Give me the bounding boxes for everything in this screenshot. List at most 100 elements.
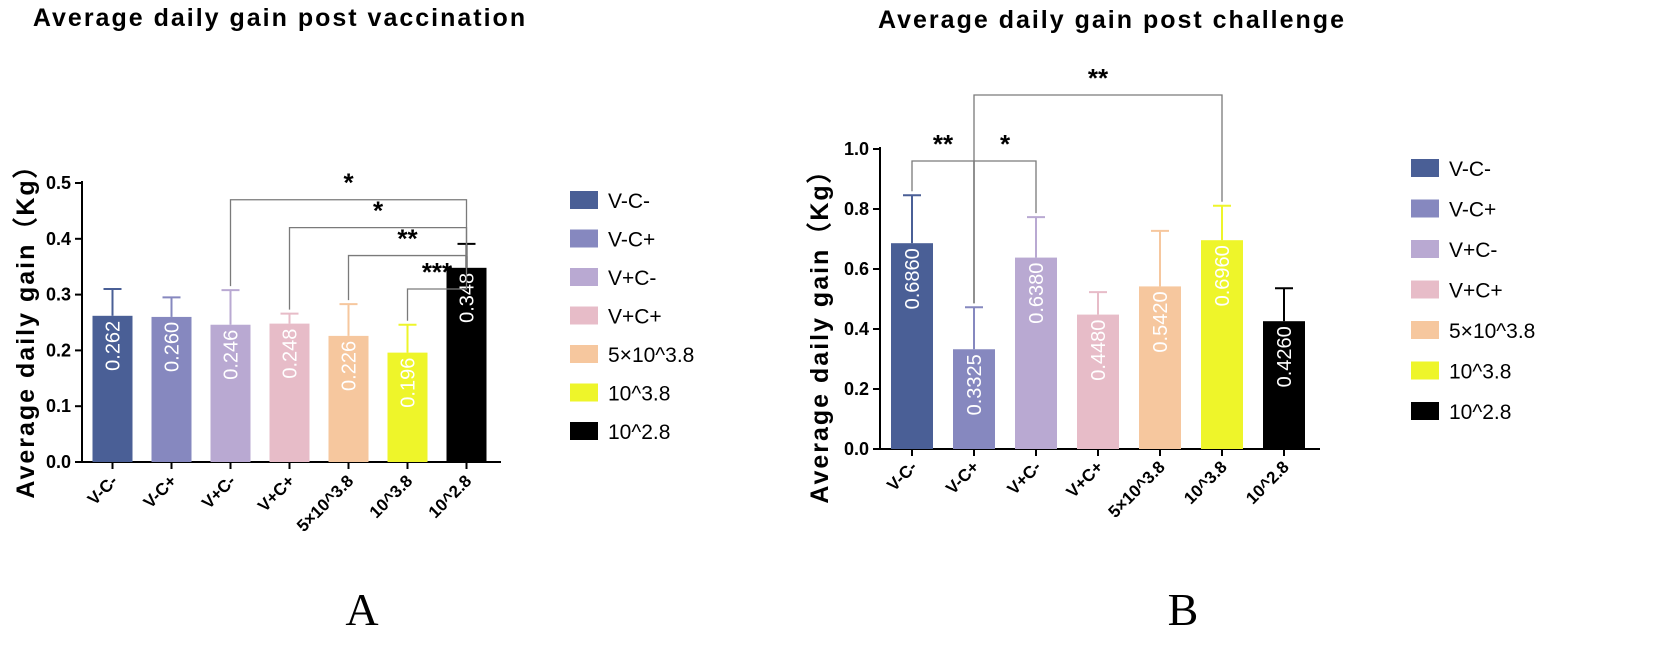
panel-b-significance-bracket: [973, 160, 1037, 304]
panel-a-legend-label-v-c: V-C-: [608, 190, 650, 213]
panel-b-category-label-5-10-3-8: 5×10^3.8: [1105, 457, 1169, 521]
panel-a-category-label-v-c: V-C-: [84, 471, 121, 508]
panel-b-category-label-v-c: V-C-: [883, 457, 920, 494]
panel-a-value-label-10-3-8: 0.196: [398, 358, 420, 408]
panel-a-significance-label: *: [343, 168, 354, 198]
panel-a-letter: A: [345, 584, 378, 635]
panel-b-y-tick-label: 0.0: [844, 439, 869, 459]
panel-b-legend-label-10-3-8: 10^3.8: [1449, 361, 1511, 384]
panel-a-legend-swatch-10-3-8: [570, 383, 598, 402]
panel-a-significance-bracket: [406, 239, 468, 321]
panel-a-value-label-10-2-8: 0.348: [457, 273, 479, 323]
panel-b-legend-swatch-10-2-8: [1411, 402, 1439, 420]
panel-a-title: Average daily gain post vaccination: [33, 4, 527, 32]
panel-a-y-tick-label: 0.3: [46, 285, 71, 305]
panel-b-y-tick-label: 0.6: [844, 259, 869, 279]
panel-a-category-label-v-c: V+C+: [254, 471, 298, 515]
panel-a-legend-label-v-c: V+C+: [608, 306, 662, 329]
panel-a-legend-swatch-v-c: [570, 268, 598, 286]
panel-b-y-tick-label: 1.0: [844, 139, 869, 159]
panel-b-value-label-v-c: 0.6860: [902, 248, 924, 309]
panel-a-category-label-10-3-8: 10^3.8: [366, 471, 417, 522]
panel-a-legend-label-5-10-3-8: 5×10^3.8: [608, 344, 694, 367]
panel-b-bar-v-c: [1077, 314, 1119, 449]
panel-a-bar-10-3-8: [387, 352, 428, 462]
panel-b-bar-v-c: [1015, 257, 1057, 449]
panel-b-bar-10-3-8: [1201, 240, 1243, 449]
panel-a-legend-label-10-3-8: 10^3.8: [608, 383, 670, 406]
panel-b-value-label-5-10-3-8: 0.5420: [1150, 291, 1172, 352]
panel-a-y-tick-label: 0.0: [46, 452, 71, 472]
panel-b-bar-5-10-3-8: [1139, 286, 1181, 449]
panel-a-legend-label-v-c: V+C-: [608, 267, 656, 290]
panel-a-y-tick-label: 0.4: [46, 229, 71, 249]
panel-a-value-label-v-c: 0.248: [280, 329, 302, 379]
panel-b-chart: Average daily gain post challenge Average…: [805, 6, 1535, 635]
panel-b-legend-swatch-v-c: [1411, 159, 1439, 177]
panel-b-y-tick-label: 0.2: [844, 379, 869, 399]
panel-a-legend-swatch-v-c: [570, 306, 598, 325]
panel-b-category-label-10-3-8: 10^3.8: [1180, 457, 1231, 508]
panel-b-letter: B: [1168, 584, 1199, 635]
panel-b-legend-swatch-v-c: [1411, 199, 1439, 218]
panel-b-bar-v-c: [891, 243, 933, 449]
panel-b-value-label-10-2-8: 0.4260: [1274, 326, 1296, 387]
panel-a-significance-label: *: [373, 196, 384, 226]
panel-b-legend-label-5-10-3-8: 5×10^3.8: [1449, 320, 1535, 343]
panel-b-bar-v-c: [953, 349, 995, 449]
panel-a-legend-swatch-v-c: [570, 229, 598, 248]
panel-b-value-label-v-c: 0.6380: [1026, 263, 1048, 324]
panel-a-y-tick-label: 0.5: [46, 173, 71, 193]
panel-a-y-tick-label: 0.1: [46, 396, 71, 416]
panel-a-chart: Average daily gain post vaccination Avera…: [11, 4, 694, 635]
panel-a-value-label-v-c: 0.262: [103, 321, 125, 371]
panel-a-category-label-5-10-3-8: 5×10^3.8: [293, 471, 357, 535]
panel-a-significance-bracket: [229, 199, 468, 287]
panel-a-value-label-v-c: 0.260: [162, 322, 184, 372]
panel-a-category-label-10-2-8: 10^2.8: [425, 471, 476, 522]
panel-b-value-label-10-3-8: 0.6960: [1212, 245, 1234, 306]
panel-b-category-label-v-c: V-C+: [942, 457, 983, 498]
panel-b-significance-label: **: [1088, 63, 1109, 93]
panel-b-category-label-v-c: V+C-: [1004, 457, 1045, 498]
panel-b-significance-bracket: [973, 94, 1223, 304]
panel-a-significance-bracket: [288, 226, 468, 310]
panel-a-category-label-v-c: V+C-: [198, 471, 239, 512]
panel-a-legend-label-v-c: V-C+: [608, 229, 655, 252]
panel-b-legend-label-v-c: V-C+: [1449, 199, 1496, 222]
panel-a-bar-10-2-8: [446, 267, 487, 462]
panel-a-y-axis-label: Average daily gain（Kg）: [11, 151, 40, 498]
panel-a-legend-swatch-v-c: [570, 191, 598, 209]
panel-b-category-label-v-c: V+C+: [1063, 457, 1107, 501]
panel-a-bar-v-c: [151, 316, 192, 462]
panel-b-title: Average daily gain post challenge: [878, 6, 1346, 34]
panel-a-bar-v-c: [92, 315, 133, 462]
panel-a-y-tick-label: 0.2: [46, 340, 71, 360]
panel-a-legend-swatch-5-10-3-8: [570, 345, 598, 363]
panel-a-legend-label-10-2-8: 10^2.8: [608, 421, 670, 444]
panel-a-value-label-v-c: 0.246: [221, 330, 243, 380]
panel-b-value-label-v-c: 0.3325: [964, 354, 986, 415]
panel-b-y-tick-label: 0.4: [844, 319, 869, 339]
panel-b-significance-label: *: [1000, 129, 1011, 159]
panel-b-legend-swatch-5-10-3-8: [1411, 321, 1439, 339]
panel-b-y-axis-label: Average daily gain（Kg）: [805, 156, 834, 503]
panel-b-legend-swatch-v-c: [1411, 240, 1439, 258]
panel-b-bar-10-2-8: [1263, 321, 1305, 449]
panel-a-value-label-5-10-3-8: 0.226: [339, 341, 361, 391]
panel-b-legend-label-v-c: V+C-: [1449, 239, 1497, 262]
panel-b-legend-swatch-v-c: [1411, 280, 1439, 299]
panel-b-legend-label-v-c: V-C-: [1449, 158, 1491, 181]
panel-b-legend-swatch-10-3-8: [1411, 361, 1439, 380]
panel-a-bar-v-c: [269, 323, 310, 462]
panel-b-legend-label-v-c: V+C+: [1449, 280, 1503, 303]
panel-b-significance-label: **: [933, 129, 954, 159]
panel-b-category-label-10-2-8: 10^2.8: [1242, 457, 1293, 508]
panel-b-y-tick-label: 0.8: [844, 199, 869, 219]
panel-a-bar-5-10-3-8: [328, 335, 369, 462]
panel-a-significance-label: ***: [422, 257, 453, 287]
panel-a-bar-v-c: [210, 324, 251, 462]
panel-a-significance-label: **: [397, 224, 418, 254]
